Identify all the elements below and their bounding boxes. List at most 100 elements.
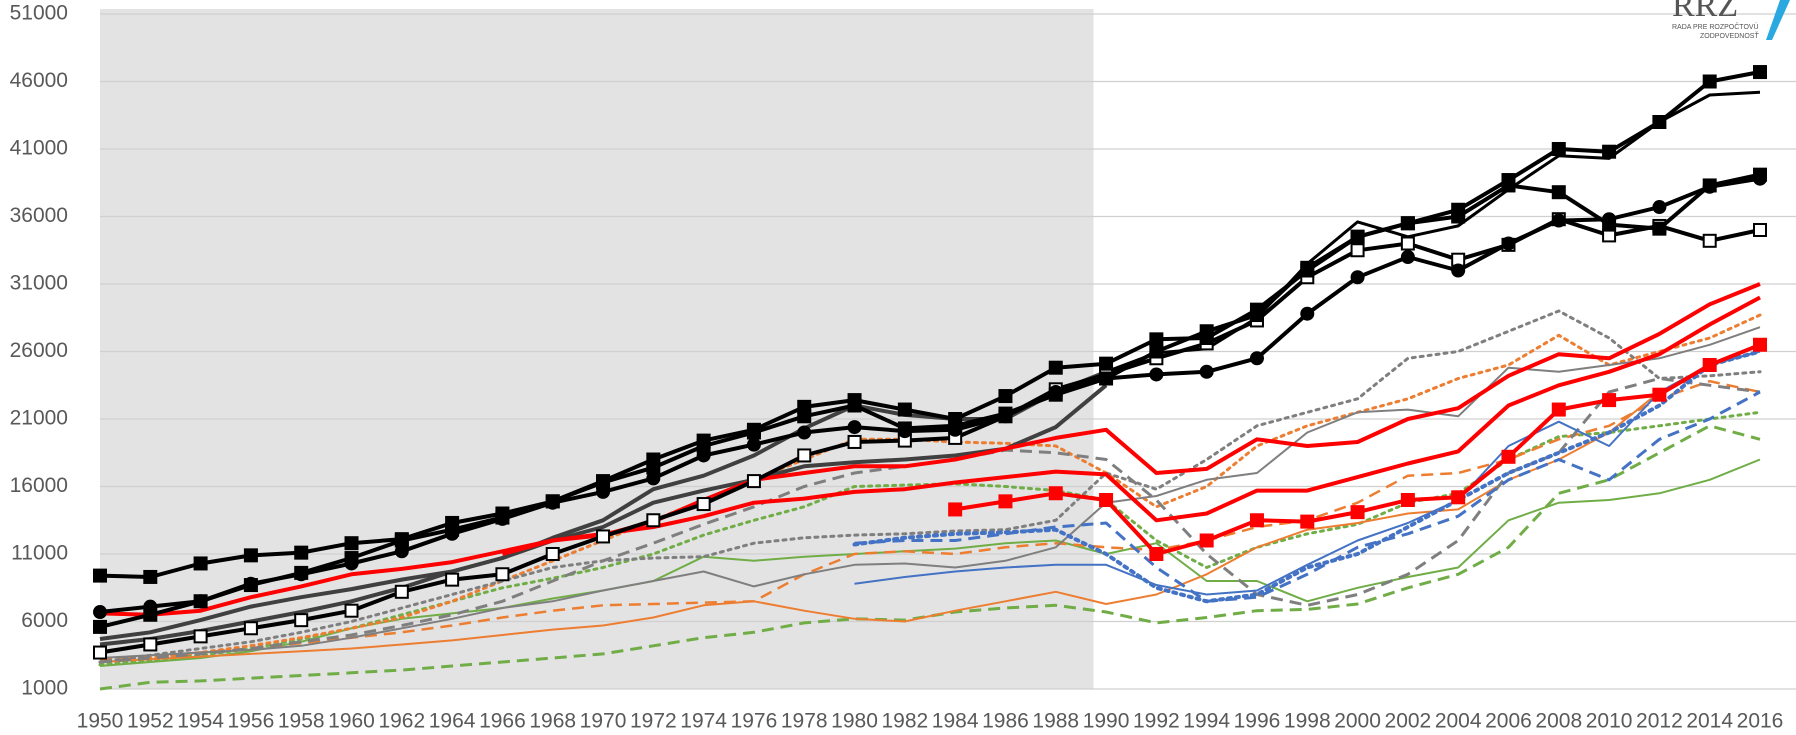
marker <box>797 399 812 414</box>
marker <box>1753 167 1767 182</box>
marker <box>1249 302 1264 317</box>
marker <box>545 547 560 561</box>
marker <box>1149 367 1164 382</box>
marker <box>1199 533 1214 548</box>
marker <box>1652 387 1667 402</box>
marker <box>143 637 158 652</box>
marker <box>1199 331 1214 345</box>
marker <box>1652 221 1667 236</box>
x-tick-label: 1980 <box>831 710 878 733</box>
marker <box>495 567 510 582</box>
x-tick-label: 1956 <box>228 710 275 733</box>
marker <box>1501 236 1516 251</box>
marker <box>93 605 107 620</box>
x-tick-label: 2010 <box>1586 710 1633 733</box>
series-line <box>99 172 1761 629</box>
marker <box>243 578 258 593</box>
marker <box>797 448 812 463</box>
marker <box>1551 185 1566 200</box>
marker <box>746 474 761 489</box>
marker <box>1702 233 1717 248</box>
marker <box>646 471 661 486</box>
marker <box>998 494 1013 509</box>
marker <box>344 603 359 618</box>
marker <box>1249 351 1264 366</box>
marker <box>394 584 409 599</box>
x-tick-label: 2004 <box>1435 710 1482 733</box>
series-line <box>852 349 1762 604</box>
marker <box>1753 337 1767 352</box>
x-tick-label: 1950 <box>77 710 124 733</box>
series-line <box>99 176 1761 614</box>
marker <box>596 474 611 489</box>
marker <box>646 452 661 467</box>
series-line <box>98 309 1762 664</box>
marker <box>1451 202 1466 217</box>
marker <box>696 433 711 448</box>
marker <box>545 494 560 509</box>
x-tick-label: 1996 <box>1234 710 1281 733</box>
x-tick-label: 1960 <box>328 710 375 733</box>
marker <box>1551 213 1566 228</box>
shaded-period <box>100 9 1094 689</box>
marker <box>1602 393 1617 408</box>
x-tick-label: 1982 <box>881 710 928 733</box>
marker <box>1149 547 1164 561</box>
marker <box>1702 358 1717 372</box>
marker <box>294 565 309 580</box>
marker <box>193 556 208 571</box>
marker <box>1753 65 1767 80</box>
series-line <box>99 424 1761 691</box>
marker <box>93 619 107 634</box>
marker <box>1400 250 1415 264</box>
x-tick-label: 1974 <box>680 710 727 733</box>
x-tick-label: 1962 <box>378 710 425 733</box>
marker <box>696 497 711 512</box>
marker <box>1099 356 1114 371</box>
marker <box>1400 216 1415 231</box>
x-tick-label: 1968 <box>529 710 576 733</box>
marker <box>847 434 862 449</box>
x-tick-label: 1994 <box>1183 710 1230 733</box>
marker <box>93 645 107 660</box>
marker <box>243 548 258 563</box>
marker <box>1400 493 1415 507</box>
marker <box>1400 236 1415 251</box>
x-tick-label: 1988 <box>1032 710 1079 733</box>
marker <box>1149 332 1164 347</box>
marker <box>847 420 862 435</box>
x-tick-label: 2008 <box>1535 710 1582 733</box>
logo-line: RADA PRE ROZPOČTOVÚ <box>1672 22 1759 31</box>
y-tick-label: 51000 <box>10 2 68 25</box>
marker <box>1551 142 1566 156</box>
marker <box>746 422 761 437</box>
marker <box>1350 505 1365 520</box>
logo: RRZ RADA PRE ROZPOČTOVÚ ZODPOVEDNOSŤ <box>1672 0 1790 40</box>
marker <box>394 532 409 547</box>
marker <box>998 389 1013 404</box>
marker <box>1249 513 1264 528</box>
x-tick-label: 1966 <box>479 710 526 733</box>
marker <box>394 544 409 559</box>
series-line <box>99 70 1761 579</box>
marker <box>897 402 912 417</box>
marker <box>143 569 158 584</box>
marker <box>746 437 761 452</box>
marker <box>1300 514 1315 529</box>
marker <box>1099 371 1114 386</box>
logo-slash <box>1766 0 1790 40</box>
y-tick-label: 16000 <box>10 474 68 497</box>
x-tick-label: 2006 <box>1485 710 1532 733</box>
series-line <box>854 390 1761 603</box>
marker <box>1652 115 1667 129</box>
x-tick-label: 1970 <box>580 710 627 733</box>
marker <box>1602 217 1617 232</box>
marker <box>445 515 460 530</box>
marker <box>1451 263 1466 278</box>
logo-line: ZODPOVEDNOSŤ <box>1700 31 1759 40</box>
logo-title: RRZ <box>1672 0 1738 24</box>
y-tick-label: 26000 <box>10 339 68 362</box>
x-tick-label: 1958 <box>278 710 325 733</box>
